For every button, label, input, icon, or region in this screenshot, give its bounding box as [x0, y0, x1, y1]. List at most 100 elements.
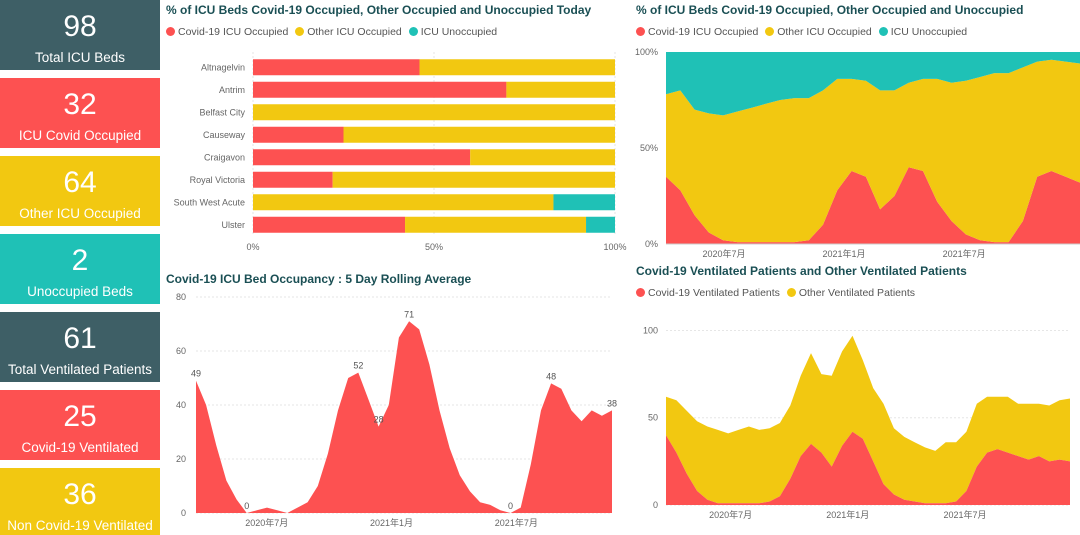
- kpi-card-unoccupied-beds[interactable]: 2 Unoccupied Beds: [0, 234, 160, 304]
- y-tick-label: 0: [181, 508, 186, 518]
- legend-dot-icon: [786, 288, 796, 297]
- legend-item-other: Other ICU Occupied: [765, 26, 872, 38]
- y-tick-label: 100%: [635, 47, 658, 57]
- legend-label: Other Ventilated Patients: [798, 287, 915, 299]
- legend-item-unoccupied: ICU Unoccupied: [408, 26, 498, 38]
- y-tick-label: Royal Victoria: [190, 175, 245, 185]
- legend-item-covid-ventilated: Covid-19 Ventilated Patients: [636, 287, 780, 299]
- chart4-area[interactable]: 0 50 100 2020年7月 2021年1月 2021年7月: [630, 305, 1080, 535]
- data-label: 0: [244, 501, 249, 511]
- legend-label: ICU Unoccupied: [420, 26, 498, 38]
- kpi-value: 61: [63, 322, 97, 355]
- kpi-label: Unoccupied Beds: [27, 284, 133, 299]
- area-series-3: [666, 52, 1080, 116]
- y-tick-label: Antrim: [219, 85, 245, 95]
- kpi-label: Non Covid-19 Ventilated: [7, 518, 153, 533]
- y-tick-label: 50: [648, 413, 658, 423]
- bar-segment: [553, 194, 615, 211]
- y-tick-label: 20: [176, 454, 186, 464]
- y-tick-label: 40: [176, 400, 186, 410]
- legend-dot-icon: [636, 27, 645, 36]
- chart2-title: % of ICU Beds Covid-19 Occupied, Other O…: [636, 3, 1024, 17]
- kpi-value: 2: [71, 244, 89, 277]
- bar-segment: [506, 81, 615, 98]
- y-tick-label: 60: [176, 346, 186, 356]
- legend-item-covid: Covid-19 ICU Occupied: [636, 26, 758, 38]
- data-label: 28: [374, 415, 384, 425]
- y-tick-label: 80: [176, 292, 186, 302]
- bar-segment: [253, 171, 333, 188]
- legend-dot-icon: [295, 27, 305, 36]
- bar-segment: [253, 126, 344, 143]
- area-series-2: [666, 59, 1080, 243]
- data-label: 71: [404, 309, 414, 319]
- y-tick-label: 0%: [645, 239, 658, 249]
- kpi-label: ICU Covid Occupied: [18, 128, 142, 143]
- data-label: 48: [546, 371, 556, 381]
- area-series-2: [666, 335, 1070, 504]
- data-label: 49: [191, 369, 201, 379]
- area-series-1: [666, 431, 1070, 505]
- y-tick-label: Craigavon: [204, 152, 245, 162]
- bar-segment: [586, 216, 615, 233]
- legend-item-other: Other ICU Occupied: [295, 26, 402, 38]
- kpi-card-total-icu-beds[interactable]: 98 Total ICU Beds: [0, 0, 160, 70]
- chart2-area[interactable]: 0% 50% 100% 2020年7月 2021年1月 2021年7月: [630, 44, 1080, 266]
- kpi-card-non-covid-ventilated[interactable]: 36 Non Covid-19 Ventilated: [0, 468, 160, 535]
- x-tick-label: 2021年1月: [370, 517, 413, 528]
- x-tick-label: 2021年1月: [823, 248, 866, 259]
- legend-dot-icon: [166, 27, 175, 36]
- kpi-label: Covid-19 Ventilated: [21, 440, 139, 455]
- y-tick-label: Causeway: [203, 130, 246, 140]
- legend-item-unoccupied: ICU Unoccupied: [878, 26, 968, 38]
- bar-segment: [419, 59, 615, 76]
- legend-label: Covid-19 ICU Occupied: [178, 26, 289, 38]
- bar-segment: [253, 194, 554, 211]
- kpi-value: 36: [63, 478, 97, 511]
- kpi-label: Other ICU Occupied: [19, 206, 141, 221]
- bar-segment: [253, 216, 406, 233]
- x-tick-label: 50%: [425, 242, 443, 252]
- x-tick-label: 2021年7月: [943, 509, 986, 520]
- legend-dot-icon: [636, 288, 645, 297]
- x-tick-label: 2020年7月: [702, 248, 745, 259]
- y-tick-label: Altnagelvin: [201, 62, 245, 72]
- legend-label: ICU Unoccupied: [890, 26, 968, 38]
- kpi-value: 25: [63, 400, 97, 433]
- bar-segment: [470, 149, 615, 166]
- chart1-bars[interactable]: 0% 50% 100% Altnagelvin Antrim Belfast City Ca…: [160, 44, 630, 266]
- y-tick-label: 50%: [640, 143, 658, 153]
- bar-segment: [332, 171, 615, 188]
- kpi-card-covid-ventilated[interactable]: 25 Covid-19 Ventilated: [0, 390, 160, 460]
- chart3-area[interactable]: 0 20 40 60 80 49 0 52 28 71 0 48 38 2020年7月 2021年1月 202…: [160, 288, 630, 535]
- bar-segment: [343, 126, 615, 143]
- kpi-value: 32: [63, 88, 97, 121]
- y-tick-label: South West Acute: [174, 197, 245, 207]
- chart4-legend: Covid-19 Ventilated Patients Other Venti…: [636, 287, 919, 299]
- area-series-1: [666, 167, 1080, 244]
- chart4-title: Covid-19 Ventilated Patients and Other V…: [636, 264, 967, 278]
- y-tick-label: 0: [653, 500, 658, 510]
- kpi-label: Total ICU Beds: [34, 50, 126, 65]
- legend-dot-icon: [765, 27, 775, 36]
- x-tick-label: 2020年7月: [709, 509, 752, 520]
- legend-item-other-ventilated: Other Ventilated Patients: [786, 287, 915, 299]
- bar-segment: [253, 59, 420, 76]
- legend-label: Other ICU Occupied: [777, 26, 872, 38]
- legend-label: Covid-19 Ventilated Patients: [648, 287, 780, 299]
- bar-segment: [253, 81, 507, 98]
- kpi-card-total-ventilated[interactable]: 61 Total Ventilated Patients: [0, 312, 160, 382]
- x-tick-label: 2021年7月: [495, 517, 538, 528]
- data-label: 38: [607, 398, 617, 408]
- x-tick-label: 2021年1月: [826, 509, 869, 520]
- legend-label: Covid-19 ICU Occupied: [648, 26, 759, 38]
- chart1-legend: Covid-19 ICU Occupied Other ICU Occupied…: [166, 26, 501, 38]
- kpi-card-other-icu-occupied[interactable]: 64 Other ICU Occupied: [0, 156, 160, 226]
- kpi-card-icu-covid-occupied[interactable]: 32 ICU Covid Occupied: [0, 78, 160, 148]
- chart3-title: Covid-19 ICU Bed Occupancy : 5 Day Rolli…: [166, 272, 472, 286]
- kpi-value: 64: [63, 166, 97, 199]
- chart1-title: % of ICU Beds Covid-19 Occupied, Other O…: [166, 3, 592, 17]
- x-tick-label: 0%: [246, 242, 259, 252]
- bar-segment: [253, 149, 471, 166]
- x-tick-label: 100%: [603, 242, 626, 252]
